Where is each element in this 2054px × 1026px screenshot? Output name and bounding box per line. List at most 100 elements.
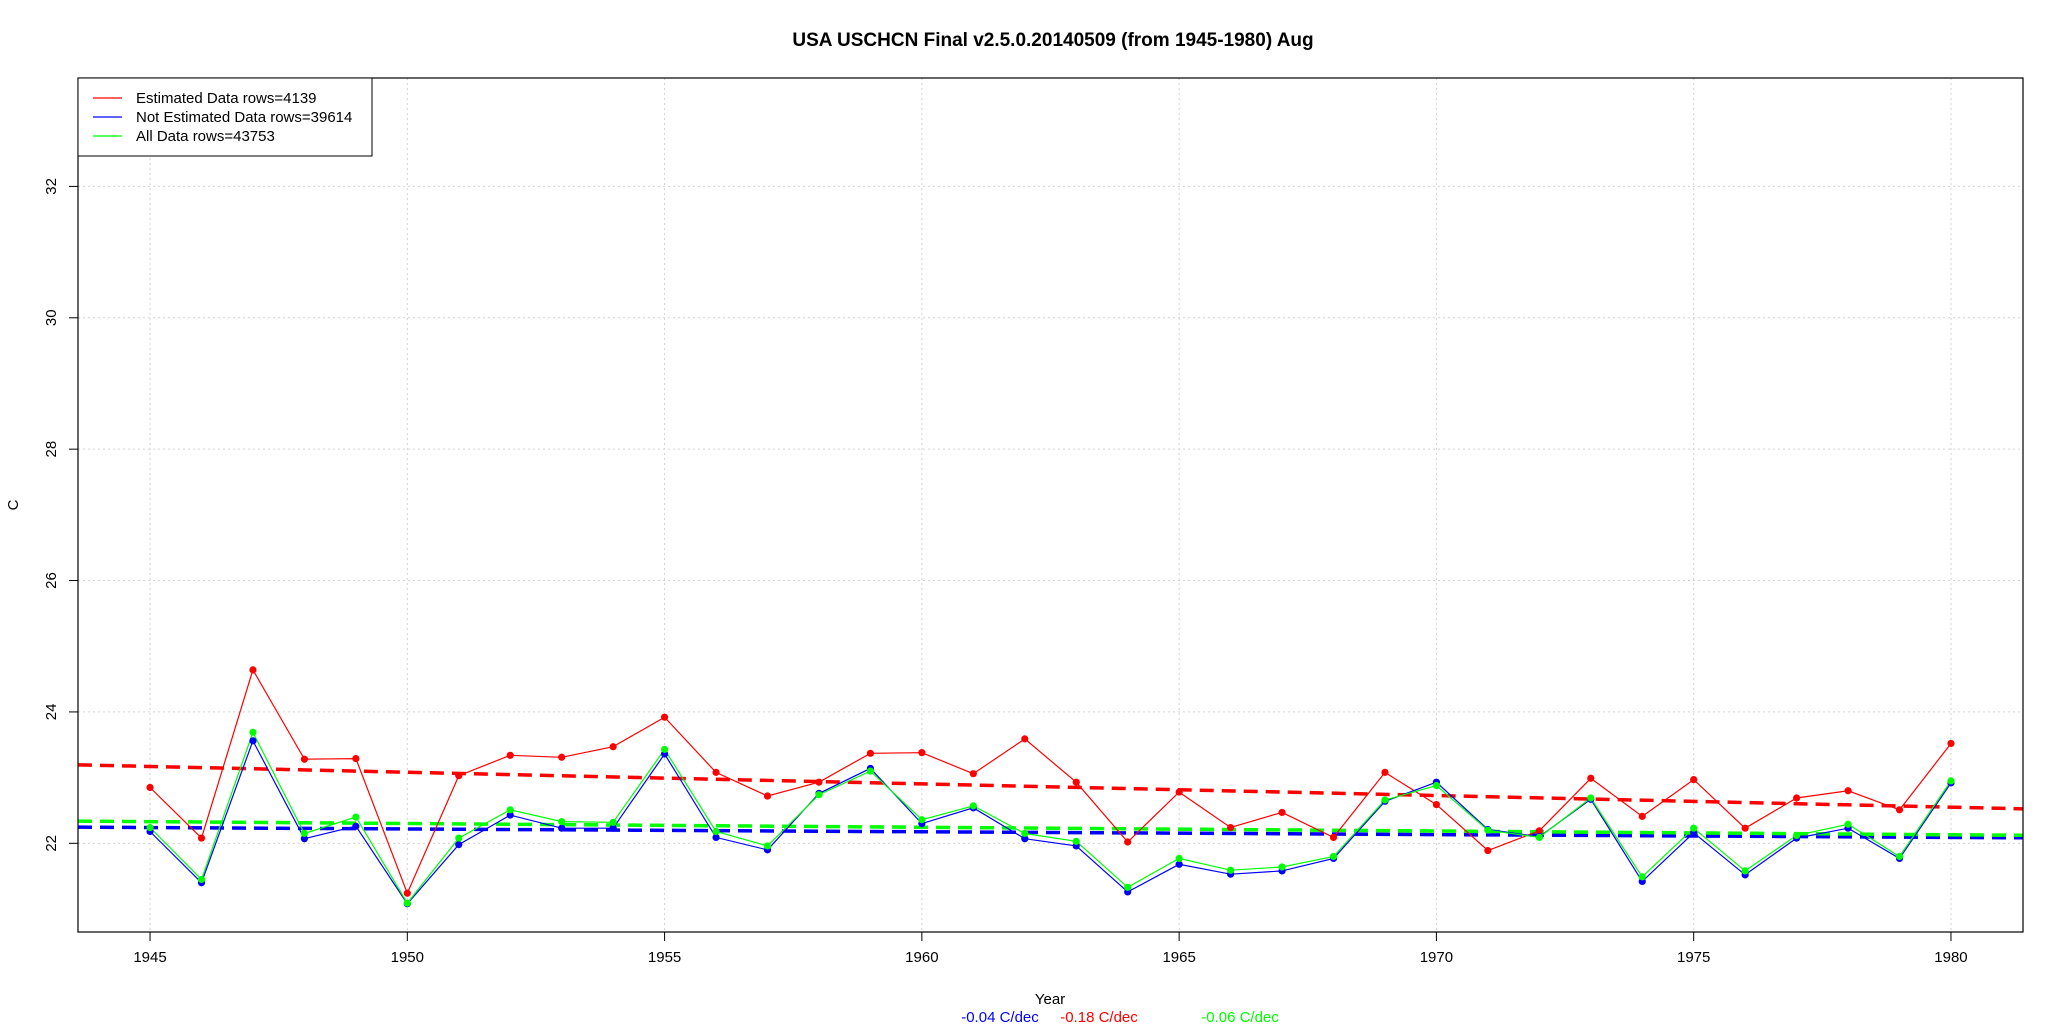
data-point — [1792, 831, 1801, 840]
plot-frame — [77, 77, 2024, 933]
data-point — [1124, 883, 1132, 891]
x-tick-label: 1960 — [905, 949, 938, 966]
legend-label: Not Estimated Data rows=39614 — [136, 109, 352, 126]
y-tick-label: 28 — [43, 441, 60, 458]
series-line — [149, 739, 1952, 905]
data-point — [1587, 794, 1595, 802]
y-tick-label: 26 — [43, 572, 60, 589]
data-point — [712, 827, 720, 836]
data-point — [1226, 823, 1235, 832]
data-point — [918, 749, 926, 757]
legend-label: All Data rows=43753 — [136, 128, 275, 145]
x-tick-label: 1965 — [1162, 949, 1195, 966]
data-point — [1381, 768, 1389, 776]
data-point — [1124, 838, 1132, 846]
legend-label: Estimated Data rows=4139 — [136, 90, 317, 107]
data-point — [249, 666, 257, 674]
data-point — [1175, 860, 1183, 868]
data-point — [197, 875, 206, 884]
legend: Estimated Data rows=4139 Not Estimated Da… — [77, 77, 373, 157]
y-axis-label: C — [5, 499, 22, 510]
x-axis: 1945 1950 1955 1960 1965 1970 1975 1980 — [133, 932, 1968, 966]
data-point — [1432, 781, 1441, 790]
data-point — [352, 822, 360, 830]
data-point — [1690, 824, 1698, 832]
trend-lines — [77, 763, 2024, 840]
x-tick-label: 1970 — [1420, 949, 1453, 966]
data-point — [866, 767, 875, 775]
data-point — [300, 835, 309, 843]
data-point — [609, 824, 617, 832]
data-point — [1690, 775, 1698, 784]
data-point — [1072, 778, 1080, 786]
data-point — [455, 841, 463, 849]
data-point — [1638, 873, 1646, 881]
data-point — [1638, 812, 1646, 820]
legend-box — [77, 77, 373, 157]
data-point — [1947, 739, 1955, 748]
data-point — [300, 829, 309, 838]
data-point — [918, 816, 926, 824]
data-point — [1021, 735, 1029, 743]
data-point — [1895, 806, 1904, 814]
data-point — [1226, 866, 1235, 874]
x-tick-label: 1950 — [391, 949, 424, 966]
trend-line — [77, 819, 2024, 838]
data-point — [1741, 867, 1749, 875]
data-point — [1381, 796, 1389, 804]
y-tick-label: 32 — [43, 178, 60, 195]
data-point — [249, 728, 257, 736]
data-point — [1175, 854, 1183, 863]
data-point — [1844, 820, 1852, 828]
data-point — [352, 813, 360, 821]
data-point — [403, 889, 411, 897]
data-point — [197, 834, 206, 842]
trend-slope-label: -0.06 C/dec — [1201, 1009, 1279, 1026]
data-point — [1484, 826, 1492, 834]
data-point — [1587, 774, 1595, 782]
data-point — [815, 778, 823, 786]
data-point — [763, 842, 772, 850]
data-point — [558, 753, 566, 761]
data-point — [815, 791, 823, 799]
data-point — [763, 792, 772, 800]
y-tick-label: 24 — [43, 704, 60, 721]
x-tick-label: 1975 — [1677, 949, 1710, 966]
data-point — [1947, 777, 1955, 785]
data-point — [1535, 833, 1543, 842]
data-point — [1021, 835, 1029, 843]
data-point — [1072, 837, 1080, 845]
x-tick-label: 1945 — [133, 949, 166, 966]
data-point — [1175, 788, 1183, 796]
chart-title: USA USCHCN Final v2.5.0.20140509 (from 1… — [792, 30, 1313, 51]
data-point — [660, 713, 669, 721]
trend-line — [77, 763, 2024, 811]
data-point — [558, 818, 566, 826]
data-point — [1844, 787, 1852, 795]
data-point — [866, 749, 875, 757]
x-tick-label: 1980 — [1934, 949, 1967, 966]
data-point — [609, 818, 617, 826]
trend-labels: -0.04 C/dec -0.18 C/dec -0.06 C/dec — [961, 1009, 1279, 1026]
data-point — [1329, 852, 1338, 861]
x-tick-label: 1955 — [648, 949, 681, 966]
data-point — [249, 737, 257, 745]
data-point — [403, 899, 411, 907]
data-point — [660, 745, 669, 753]
data-point — [1484, 846, 1492, 855]
y-tick-label: 30 — [43, 309, 60, 326]
data-point — [558, 824, 566, 832]
data-point — [609, 743, 617, 751]
data-point — [712, 833, 720, 842]
data-point — [300, 755, 309, 763]
data-point — [455, 772, 463, 780]
data-point — [146, 823, 154, 832]
data-point — [1741, 824, 1749, 832]
data-point — [1432, 800, 1441, 809]
data-point — [1278, 808, 1286, 817]
data-point — [506, 811, 514, 819]
data-point — [1535, 827, 1543, 835]
data-point — [352, 754, 360, 763]
